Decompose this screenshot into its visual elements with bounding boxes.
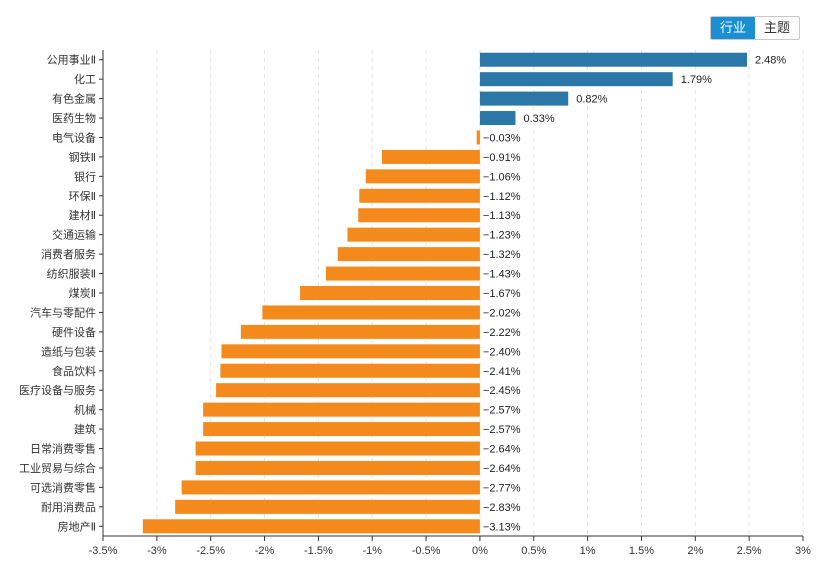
bar-2 [479, 91, 569, 106]
category-label: 公用事业Ⅱ [47, 54, 96, 67]
x-tick-label: 2% [687, 545, 703, 557]
bar-19 [203, 422, 480, 437]
value-label: −2.64% [483, 444, 521, 456]
x-tick-label: 0% [472, 545, 488, 557]
bar-23 [175, 499, 480, 514]
category-label: 消费者服务 [41, 247, 96, 261]
view-toggle: 行业 主题 [710, 16, 800, 40]
value-label: 0.82% [576, 94, 607, 106]
category-label: 造纸与包装 [41, 344, 96, 358]
bar-8 [358, 208, 480, 223]
value-label: −2.57% [483, 405, 521, 417]
bar-6 [365, 169, 480, 184]
category-label: 化工 [74, 72, 96, 86]
x-tick-label: -2% [255, 545, 275, 557]
bar-24 [142, 519, 480, 534]
x-tick-label: -3% [147, 545, 167, 557]
category-label: 可选消费零售 [30, 480, 96, 494]
value-label: −2.02% [483, 307, 521, 319]
category-label: 电气设备 [52, 130, 96, 144]
bar-11 [325, 266, 480, 281]
category-label: 交通运输 [52, 228, 96, 242]
value-label: −1.23% [483, 230, 521, 242]
x-tick-label: -0.5% [412, 545, 441, 557]
category-label: 医疗设备与服务 [19, 383, 96, 397]
bar-22 [181, 480, 480, 495]
category-label: 工业贸易与综合 [19, 461, 96, 475]
bar-20 [195, 441, 480, 456]
value-label: −3.13% [483, 521, 521, 533]
bar-3 [479, 111, 516, 126]
category-label: 日常消费零售 [30, 442, 96, 456]
value-label: −0.03% [483, 132, 521, 144]
x-tick-label: -3.5% [89, 545, 118, 557]
category-label: 房地产Ⅱ [58, 519, 96, 533]
category-label: 汽车与零配件 [30, 305, 96, 319]
category-label: 耐用消费品 [41, 500, 96, 514]
bar-12 [300, 286, 480, 300]
toggle-theme-button[interactable]: 主题 [755, 17, 799, 39]
x-tick-label: 1.5% [629, 545, 654, 557]
value-label: −2.77% [483, 482, 521, 494]
value-label: −1.06% [483, 171, 521, 183]
x-tick-label: -1% [362, 545, 382, 557]
bar-1 [479, 72, 673, 87]
toggle-industry-button[interactable]: 行业 [711, 17, 755, 39]
category-label: 建筑 [74, 422, 96, 436]
x-tick-label: 1% [580, 545, 596, 557]
value-label: −1.43% [483, 269, 521, 281]
bar-14 [240, 324, 480, 339]
x-tick-label: 3% [795, 545, 811, 557]
bar-4 [476, 130, 480, 145]
bar-5 [381, 149, 480, 164]
category-label: 煤炭Ⅱ [69, 287, 96, 300]
x-tick-label: -1.5% [304, 545, 333, 557]
value-label: −1.13% [483, 210, 521, 222]
category-label: 硬件设备 [52, 325, 96, 339]
bar-7 [359, 188, 480, 203]
value-label: −1.67% [483, 288, 521, 300]
value-label: −2.40% [483, 346, 521, 358]
bar-0 [479, 52, 747, 67]
value-label: −1.32% [483, 249, 521, 261]
value-label: 0.33% [523, 113, 554, 125]
x-tick-label: -2.5% [196, 545, 225, 557]
category-label: 机械 [74, 403, 96, 417]
category-label: 银行 [74, 169, 96, 183]
value-label: −2.45% [483, 385, 521, 397]
category-label: 有色金属 [52, 92, 96, 106]
x-tick-label: 0.5% [521, 545, 546, 557]
bar-9 [347, 227, 480, 242]
category-label: 食品饮料 [52, 364, 96, 378]
category-label: 环保Ⅱ [69, 189, 96, 203]
category-label: 医药生物 [52, 111, 96, 125]
bar-10 [337, 247, 480, 262]
value-label: −2.83% [483, 502, 521, 514]
value-label: −2.64% [483, 463, 521, 475]
value-label: −2.41% [483, 366, 521, 378]
category-label: 纺织服装Ⅱ [47, 267, 96, 281]
bar-15 [221, 344, 480, 359]
bar-13 [262, 305, 480, 320]
bar-16 [220, 363, 480, 378]
category-label: 建材Ⅱ [69, 208, 96, 222]
x-tick-label: 2.5% [737, 545, 762, 557]
value-label: 2.48% [755, 55, 786, 67]
value-label: −2.22% [483, 327, 521, 339]
value-label: 1.79% [681, 74, 712, 86]
value-label: −2.57% [483, 424, 521, 436]
value-label: −0.91% [483, 152, 521, 164]
bar-21 [195, 460, 480, 475]
bar-17 [216, 383, 480, 398]
value-label: −1.12% [483, 191, 521, 203]
bar-18 [203, 402, 480, 417]
category-label: 钢铁Ⅱ [69, 151, 96, 164]
